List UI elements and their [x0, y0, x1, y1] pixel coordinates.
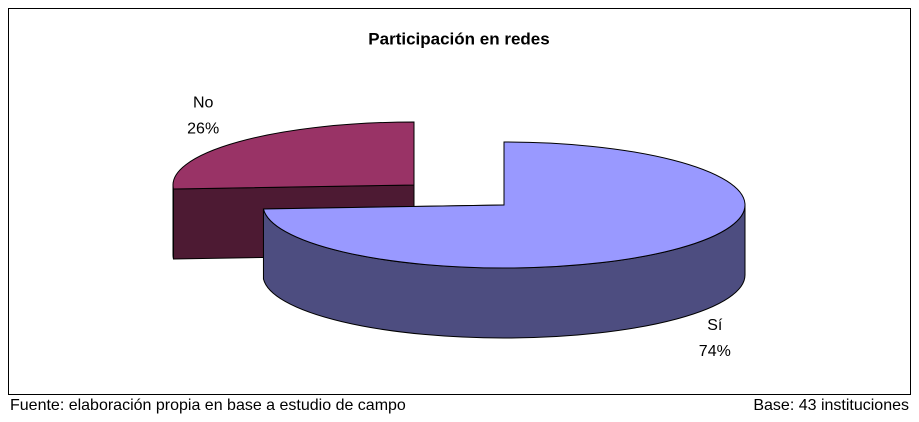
category-label: Sí	[707, 317, 723, 334]
base-note: Base: 43 instituciones	[753, 397, 909, 414]
source-note: Fuente: elaboración propia en base a est…	[10, 397, 406, 414]
value-label: 74%	[699, 343, 731, 360]
value-label: 26%	[187, 120, 219, 137]
chart-title: Participación en redes	[368, 29, 549, 48]
category-label: No	[193, 94, 214, 111]
